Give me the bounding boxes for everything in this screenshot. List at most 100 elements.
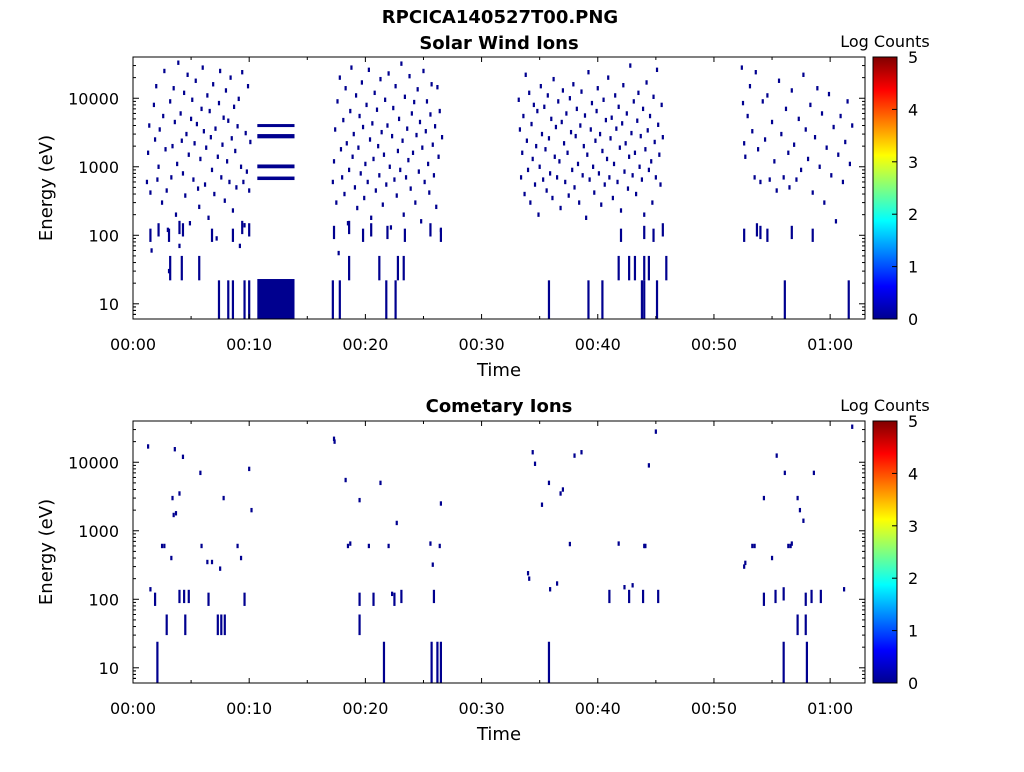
data-cell	[210, 167, 214, 173]
data-cell	[811, 190, 814, 195]
data-cell	[174, 511, 178, 516]
data-spike	[207, 592, 210, 606]
data-cell	[604, 117, 607, 123]
x-tick-label: 00:10	[226, 335, 272, 354]
data-cell	[633, 150, 637, 155]
data-cell	[346, 221, 350, 226]
data-cell	[198, 204, 201, 210]
data-cell	[244, 130, 247, 136]
data-spike	[755, 223, 759, 237]
data-cell	[149, 190, 152, 195]
data-cell	[844, 139, 847, 145]
data-spike	[157, 223, 160, 237]
data-cell	[553, 154, 556, 159]
data-cell	[332, 436, 336, 441]
data-cell	[171, 143, 174, 149]
data-cell	[646, 128, 649, 133]
data-cell	[429, 541, 432, 546]
data-cell	[802, 518, 805, 523]
data-cell	[533, 182, 537, 187]
data-cell	[174, 212, 178, 217]
data-spike	[358, 592, 361, 606]
data-cell	[804, 127, 807, 132]
data-column	[655, 280, 659, 319]
data-cell	[532, 102, 535, 108]
data-cell	[659, 182, 662, 187]
data-cell	[628, 154, 631, 159]
data-cell	[623, 585, 626, 590]
data-cell	[600, 202, 603, 207]
data-cell	[848, 161, 851, 167]
y-tick-label: 1000	[78, 158, 119, 177]
data-cell	[367, 67, 370, 73]
colorbar	[872, 420, 898, 684]
data-cell	[525, 138, 528, 143]
data-cell	[219, 68, 222, 74]
data-cell	[841, 179, 845, 185]
data-cell	[611, 195, 614, 201]
data-cell	[615, 126, 618, 131]
data-cell	[759, 179, 762, 185]
data-cell	[388, 164, 391, 169]
data-cell	[215, 236, 218, 241]
data-cell	[417, 169, 420, 174]
data-cell	[746, 113, 749, 119]
data-cell	[837, 152, 840, 157]
data-cell	[586, 152, 589, 157]
data-cell	[783, 470, 786, 476]
data-cell	[222, 495, 225, 501]
data-cell	[380, 129, 383, 135]
data-cell	[162, 113, 165, 119]
data-spike	[819, 589, 822, 604]
data-spike	[243, 592, 246, 606]
data-column	[184, 614, 187, 636]
data-cell	[191, 97, 194, 102]
x-tick-label: 00:00	[110, 699, 156, 718]
data-cell	[639, 133, 642, 139]
plot-area	[133, 57, 865, 319]
data-cell	[400, 61, 403, 66]
data-cell	[212, 82, 215, 87]
data-cell	[422, 68, 425, 74]
data-cell	[393, 177, 396, 182]
data-cell	[825, 145, 828, 150]
data-layer	[145, 60, 854, 319]
data-cell	[555, 175, 559, 180]
data-cell	[220, 175, 223, 180]
data-cell	[216, 154, 219, 159]
data-spike	[432, 589, 436, 604]
x-tick-label: 00:40	[575, 699, 621, 718]
data-cell	[341, 175, 344, 180]
data-cell	[402, 212, 405, 217]
data-column	[378, 255, 381, 281]
x-tick-label: 00:40	[575, 335, 621, 354]
data-cell	[431, 142, 434, 147]
data-cell	[178, 243, 181, 249]
data-cell	[167, 268, 171, 274]
data-cell	[331, 179, 334, 185]
x-tick-label: 00:50	[691, 335, 737, 354]
data-column	[436, 641, 439, 683]
data-cell	[839, 113, 842, 119]
colorbar-tick-label: 4	[908, 100, 918, 119]
data-cell	[360, 80, 363, 85]
data-spike	[811, 228, 814, 242]
data-cell	[793, 142, 796, 147]
data-spike	[608, 589, 611, 604]
colorbar-tick-label: 5	[908, 48, 918, 67]
data-cell	[344, 86, 347, 91]
data-column	[805, 641, 809, 683]
data-cell	[568, 541, 571, 547]
data-cell	[565, 111, 568, 116]
data-cell	[802, 72, 805, 77]
data-column	[217, 280, 221, 319]
data-cell	[517, 97, 520, 102]
data-cell	[359, 171, 362, 176]
x-tick-label: 00:00	[110, 335, 156, 354]
data-cell	[588, 177, 591, 182]
data-cell	[196, 186, 200, 191]
colorbar-tick-label: 2	[908, 205, 918, 224]
data-cell	[787, 150, 790, 155]
data-cell	[770, 555, 774, 561]
data-cell	[573, 453, 576, 458]
